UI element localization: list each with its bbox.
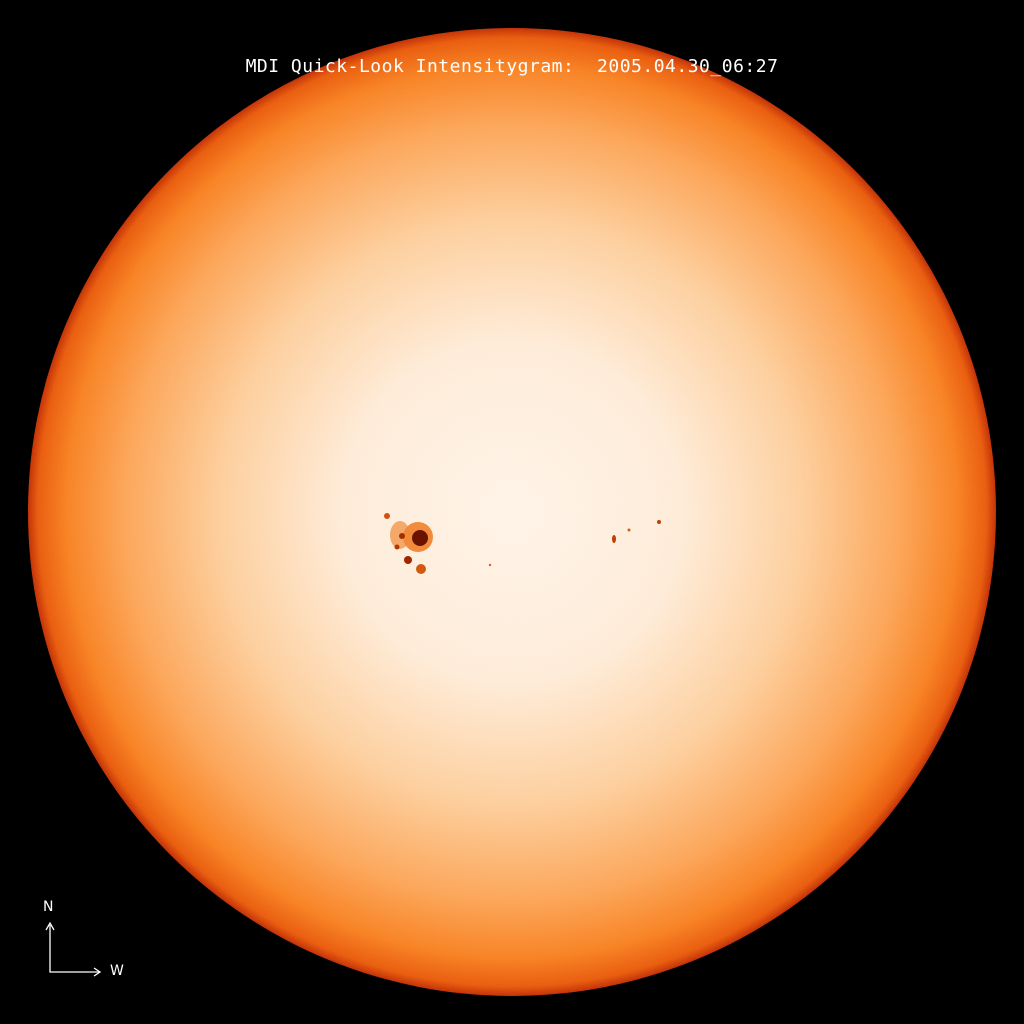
west-label: W xyxy=(110,963,124,979)
small-sunspots xyxy=(488,520,661,567)
granulation-texture xyxy=(28,28,996,996)
compass-arrows xyxy=(45,921,102,977)
sunspot-group xyxy=(384,513,433,574)
north-label: N xyxy=(43,899,54,915)
image-title: MDI Quick-Look Intensitygram: 2005.04.30… xyxy=(245,56,779,77)
